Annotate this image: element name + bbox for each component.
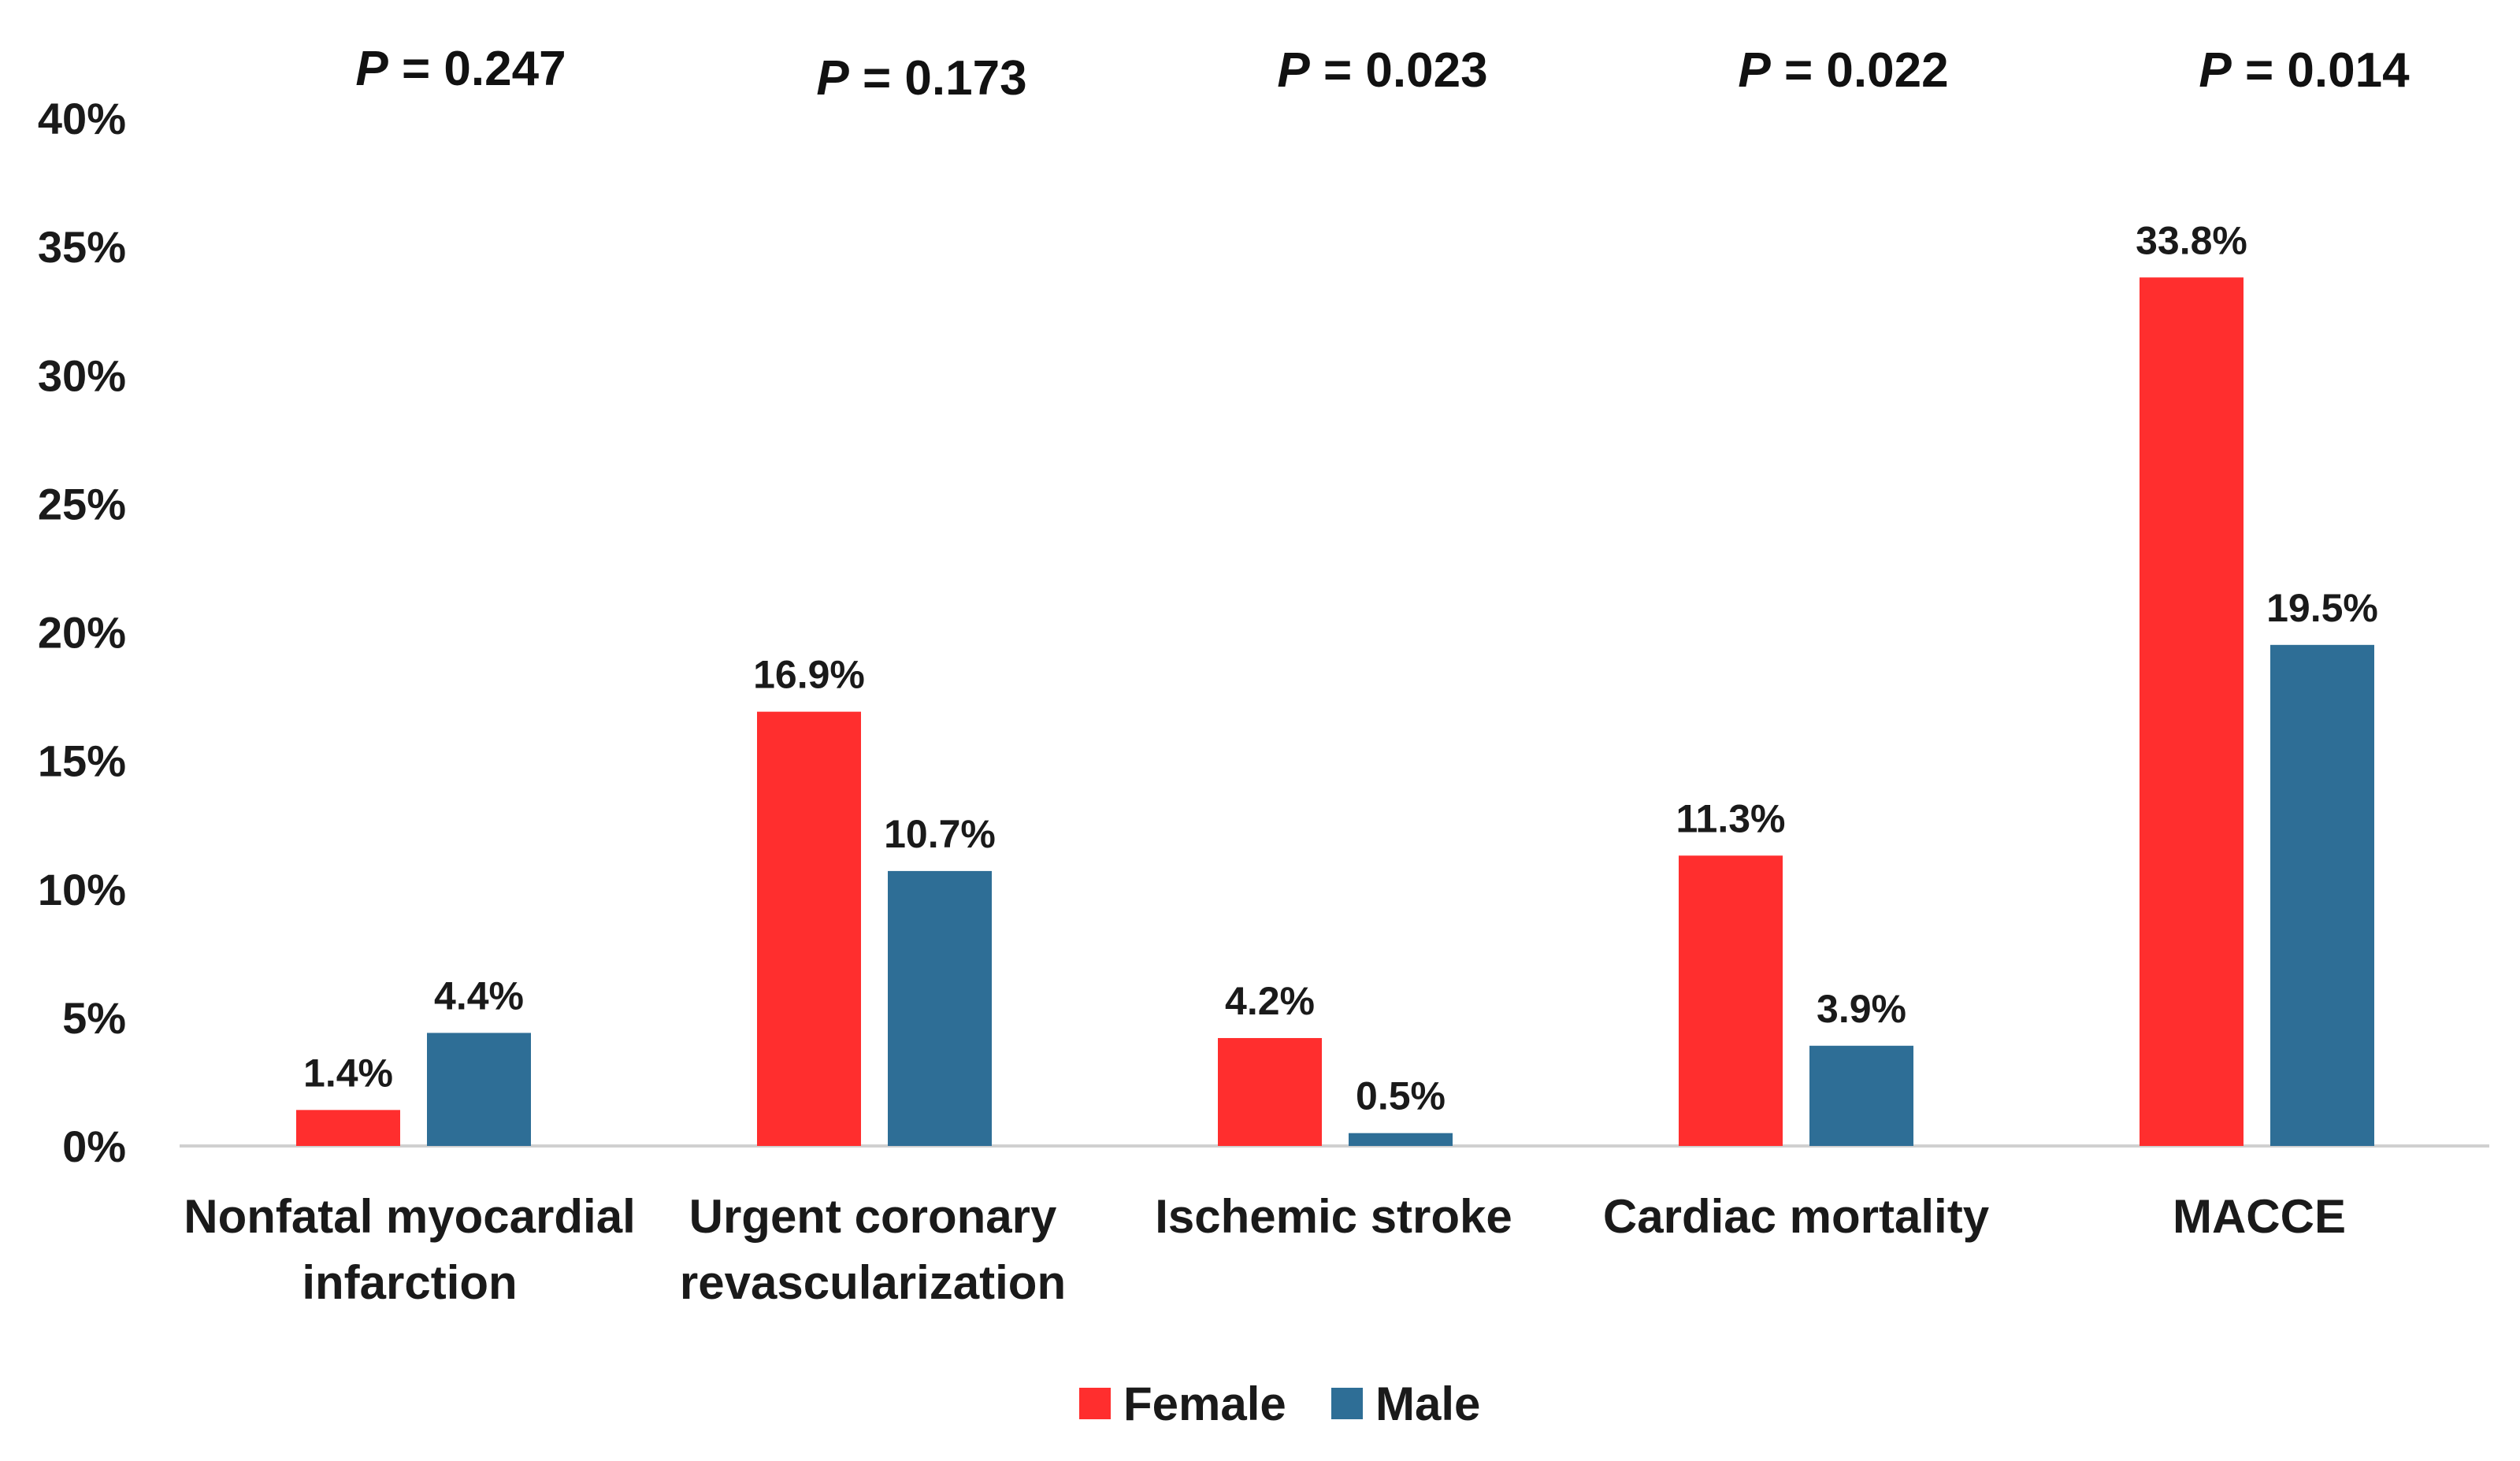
bar-data-label: 16.9% — [753, 653, 865, 697]
bar-data-label: 4.2% — [1225, 979, 1315, 1023]
bar-male-macce — [2270, 644, 2374, 1146]
p-symbol: P — [816, 51, 849, 106]
p-value-label: P = 0.173 — [816, 51, 1026, 106]
x-category-label: Cardiac mortality — [1603, 1190, 1990, 1243]
bars — [296, 277, 2374, 1146]
y-tick-label: 0% — [62, 1122, 126, 1171]
p-value-text: = 0.023 — [1310, 43, 1488, 98]
x-category-label: Urgent coronary — [689, 1190, 1057, 1243]
p-value-text: = 0.014 — [2232, 43, 2410, 98]
bar-data-label: 3.9% — [1817, 987, 1906, 1031]
x-category-label: infarction — [302, 1256, 517, 1309]
p-value-label: P = 0.022 — [1738, 43, 1948, 98]
p-value-label: P = 0.023 — [1277, 43, 1487, 98]
p-symbol: P — [1277, 43, 1310, 98]
bar-data-label: 11.3% — [1676, 796, 1785, 840]
p-value-labels: P = 0.247 P = 0.173 P = 0.023 P = 0.022 P = … — [355, 42, 2410, 106]
p-value-label: P = 0.247 — [355, 42, 566, 96]
p-value-text: = 0.173 — [849, 51, 1027, 106]
p-value-text: = 0.022 — [1771, 43, 1949, 98]
bar-female-cardiac-mortality — [1679, 855, 1783, 1146]
y-tick-label: 15% — [38, 736, 126, 786]
bar-data-label: 10.7% — [884, 812, 996, 856]
x-axis-category-labels: Nonfatal myocardial infarction Urgent coro… — [184, 1190, 2346, 1309]
bar-data-label: 4.4% — [434, 973, 524, 1018]
y-tick-label: 25% — [38, 479, 126, 528]
p-symbol: P — [2199, 43, 2232, 98]
x-category-label: Nonfatal myocardial — [184, 1190, 636, 1243]
x-category-label: revascularization — [680, 1256, 1066, 1309]
bar-data-label: 0.5% — [1356, 1074, 1446, 1118]
legend-swatch-female — [1079, 1388, 1111, 1419]
bar-data-label: 33.8% — [2136, 218, 2247, 262]
p-symbol: P — [355, 42, 388, 96]
bar-data-labels: 1.4% 16.9% 4.2% 11.3% 33.8% 4.4% 10.7% 0.5% 3.9%… — [303, 218, 2378, 1118]
bar-female-ischemic-stroke — [1218, 1037, 1322, 1146]
y-tick-label: 30% — [38, 350, 126, 400]
y-tick-label: 5% — [62, 993, 126, 1043]
p-value-text: = 0.247 — [388, 42, 566, 96]
x-category-label: Ischemic stroke — [1155, 1190, 1512, 1243]
legend-label-female: Female — [1123, 1378, 1286, 1430]
legend-label-male: Male — [1375, 1378, 1480, 1430]
y-tick-label: 35% — [38, 222, 126, 272]
y-tick-label: 10% — [38, 865, 126, 914]
bar-male-cardiac-mortality — [1809, 1045, 1913, 1146]
bar-male-urgent-coronary-revascularization — [888, 870, 992, 1146]
bar-female-urgent-coronary-revascularization — [757, 711, 861, 1146]
y-tick-label: 20% — [38, 608, 126, 658]
legend: Female Male — [1079, 1378, 1480, 1430]
p-symbol: P — [1738, 43, 1771, 98]
y-tick-label: 40% — [38, 94, 126, 143]
bar-female-nonfatal-myocardial-infarction — [296, 1110, 400, 1146]
bar-male-ischemic-stroke — [1349, 1133, 1453, 1146]
bar-data-label: 19.5% — [2266, 586, 2378, 630]
bar-data-label: 1.4% — [303, 1051, 393, 1095]
bar-female-macce — [2140, 277, 2244, 1146]
y-axis-ticks: 0% 5% 10% 15% 20% 25% 30% 35% 40% — [38, 94, 126, 1171]
bar-male-nonfatal-myocardial-infarction — [427, 1033, 531, 1146]
legend-swatch-male — [1331, 1388, 1363, 1419]
x-category-label: MACCE — [2173, 1190, 2346, 1243]
p-value-label: P = 0.014 — [2199, 43, 2410, 98]
